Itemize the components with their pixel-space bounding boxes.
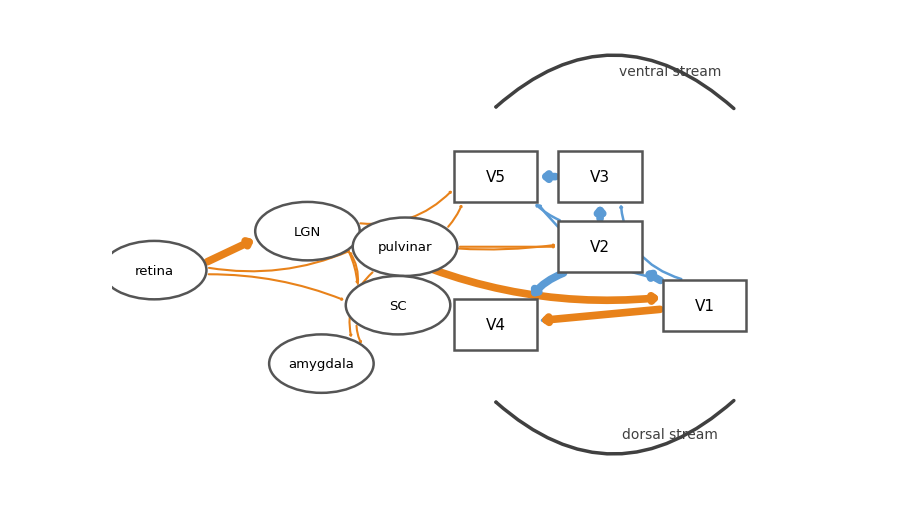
Text: LGN: LGN bbox=[294, 225, 321, 238]
FancyArrowPatch shape bbox=[350, 273, 372, 336]
Text: V2: V2 bbox=[590, 240, 610, 255]
FancyBboxPatch shape bbox=[454, 152, 538, 203]
FancyArrowPatch shape bbox=[351, 254, 358, 284]
FancyBboxPatch shape bbox=[454, 300, 538, 350]
FancyArrowPatch shape bbox=[539, 206, 661, 280]
Ellipse shape bbox=[255, 203, 360, 261]
Ellipse shape bbox=[269, 335, 374, 393]
FancyArrowPatch shape bbox=[546, 310, 660, 323]
FancyArrowPatch shape bbox=[542, 310, 660, 322]
Text: V3: V3 bbox=[590, 170, 610, 185]
Ellipse shape bbox=[352, 218, 458, 276]
Text: dorsal stream: dorsal stream bbox=[622, 427, 717, 441]
FancyArrowPatch shape bbox=[535, 274, 564, 293]
Ellipse shape bbox=[102, 241, 207, 300]
FancyArrowPatch shape bbox=[361, 238, 654, 301]
FancyArrowPatch shape bbox=[360, 192, 450, 225]
Text: V1: V1 bbox=[695, 298, 715, 313]
FancyArrowPatch shape bbox=[349, 252, 358, 283]
FancyArrowPatch shape bbox=[362, 234, 554, 250]
FancyArrowPatch shape bbox=[400, 275, 402, 276]
Text: SC: SC bbox=[389, 299, 407, 312]
Text: V4: V4 bbox=[485, 318, 505, 332]
FancyArrowPatch shape bbox=[649, 274, 661, 281]
FancyArrowPatch shape bbox=[460, 246, 554, 248]
Ellipse shape bbox=[346, 276, 450, 335]
FancyBboxPatch shape bbox=[663, 280, 746, 331]
Text: pulvinar: pulvinar bbox=[378, 241, 432, 254]
FancyArrowPatch shape bbox=[620, 207, 681, 279]
FancyArrowPatch shape bbox=[449, 207, 461, 227]
FancyBboxPatch shape bbox=[558, 152, 642, 203]
FancyBboxPatch shape bbox=[558, 222, 642, 273]
Text: retina: retina bbox=[135, 264, 174, 277]
FancyArrowPatch shape bbox=[209, 275, 343, 300]
FancyArrowPatch shape bbox=[496, 56, 734, 109]
Text: ventral stream: ventral stream bbox=[619, 65, 721, 79]
FancyArrowPatch shape bbox=[357, 326, 361, 342]
Text: amygdala: amygdala bbox=[289, 358, 354, 370]
FancyArrowPatch shape bbox=[209, 251, 349, 272]
FancyArrowPatch shape bbox=[537, 206, 560, 221]
Text: V5: V5 bbox=[485, 170, 505, 185]
FancyArrowPatch shape bbox=[357, 246, 450, 302]
FancyArrowPatch shape bbox=[546, 175, 556, 180]
FancyArrowPatch shape bbox=[496, 401, 734, 454]
FancyArrowPatch shape bbox=[598, 211, 602, 219]
FancyArrowPatch shape bbox=[208, 241, 249, 262]
